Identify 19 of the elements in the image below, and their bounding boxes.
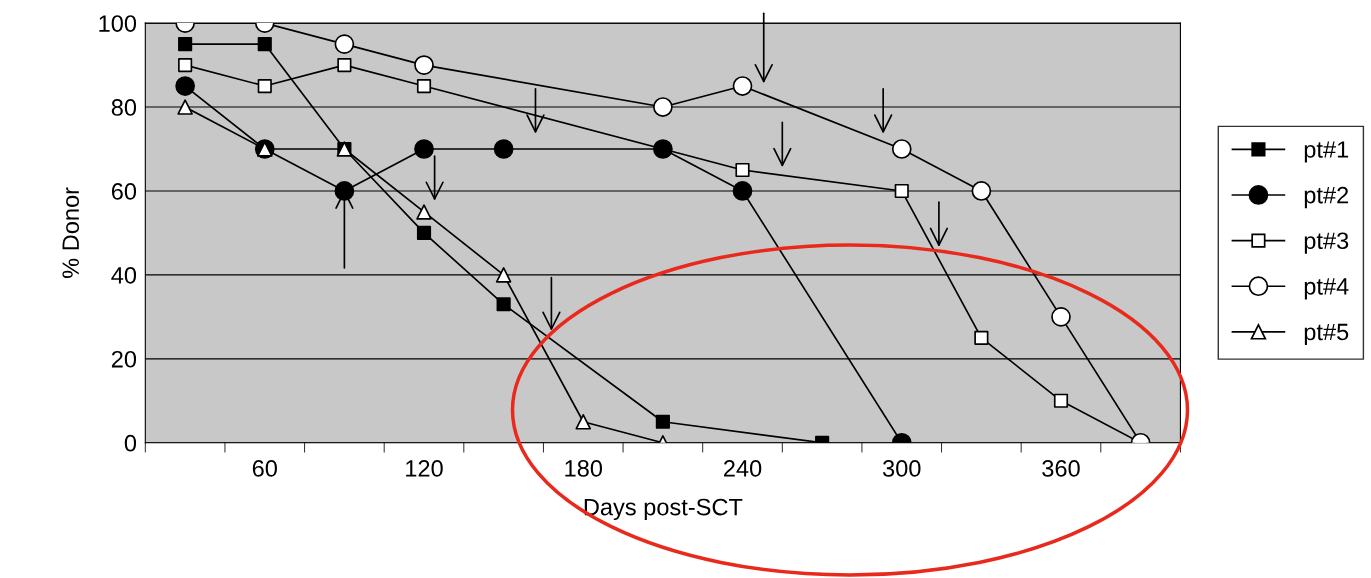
legend-label: pt#4 xyxy=(1304,278,1349,300)
y-tick-label: 100 xyxy=(99,15,137,32)
y-tick-label: 80 xyxy=(111,99,137,116)
y-axis-title: % Donor xyxy=(62,187,80,279)
legend-label: pt#2 xyxy=(1304,186,1349,209)
x-tick-label: 180 xyxy=(565,460,603,477)
x-axis-title: Days post-SCT xyxy=(584,498,743,521)
y-tick-label: 20 xyxy=(111,350,137,368)
x-tick-label: 60 xyxy=(252,460,277,477)
y-tick-label: 0 xyxy=(124,434,137,452)
y-tick-label: 40 xyxy=(111,266,137,284)
x-tick-label: 300 xyxy=(882,460,921,477)
legend-label: pt#5 xyxy=(1304,323,1349,346)
legend-label: pt#3 xyxy=(1304,232,1349,254)
y-tick-label: 60 xyxy=(111,183,137,200)
x-tick-label: 240 xyxy=(723,460,762,477)
legend-label: pt#1 xyxy=(1304,141,1349,163)
x-tick-label: 120 xyxy=(406,460,443,477)
x-tick-label: 360 xyxy=(1042,460,1080,477)
